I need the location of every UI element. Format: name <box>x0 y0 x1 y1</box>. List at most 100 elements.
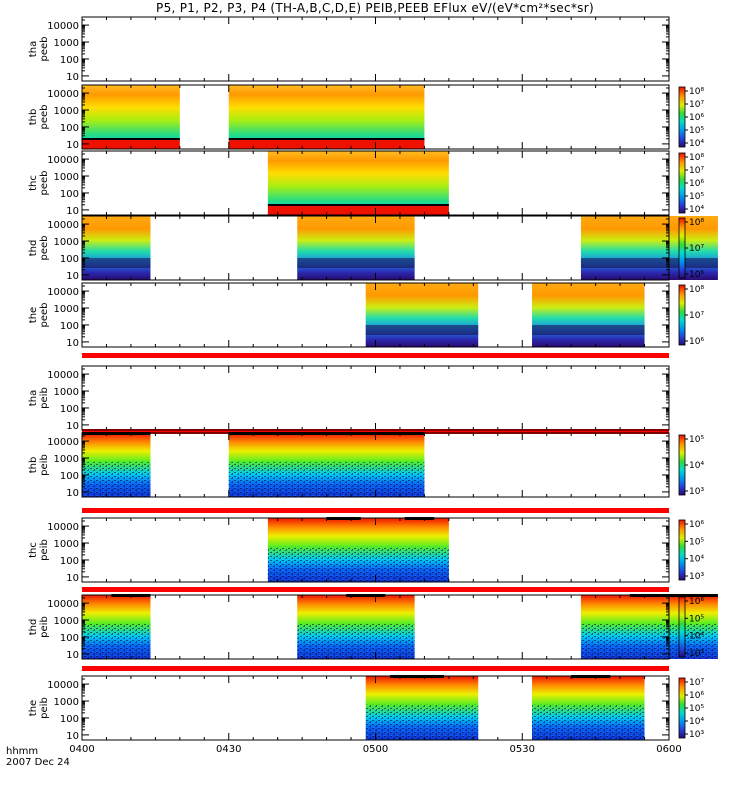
spectrogram-segment <box>297 216 415 280</box>
spectrogram-segment <box>580 216 718 280</box>
colorbar-label: 10⁴ <box>689 461 704 471</box>
y-tick-label: 100 <box>60 254 79 265</box>
panel-label-probe: thc <box>28 175 39 191</box>
y-tick-label: 100 <box>60 321 79 332</box>
separator-bar <box>82 508 669 513</box>
panel-thc-peeb: 10 100 1000 10000 thc peeb 10⁴ 10⁵ 10⁶ 10⁷ 10⁸ <box>28 150 704 217</box>
colorbar-label: 10⁷ <box>689 166 704 176</box>
y-tick-label: 1000 <box>54 454 79 465</box>
y-tick-label: 1000 <box>54 304 79 315</box>
y-tick-label: 1000 <box>54 106 79 117</box>
noise-overlay <box>532 704 645 740</box>
colorbar <box>678 519 686 581</box>
panel-label: the peib <box>28 697 50 719</box>
panel-frame <box>81 365 670 431</box>
y-tick-label: 10 <box>66 488 79 499</box>
panel-the-peib: 10 100 1000 10000 the peib 10³ 10⁴ 10⁵ 10⁶ 10⁷ <box>28 675 704 742</box>
colorbar <box>678 284 686 346</box>
panel-label-probe: tha <box>28 390 39 406</box>
colorbar-label: 10⁴ <box>689 139 704 149</box>
colorbar-label: 10⁶ <box>689 691 704 701</box>
colorbar-label: 10⁸ <box>689 87 704 97</box>
panel-label-product: peib <box>39 387 50 409</box>
colorbar-label: 10⁶ <box>689 270 704 280</box>
spectrogram-segment <box>532 283 645 347</box>
dark-band <box>580 258 718 268</box>
colorbar-label: 10⁵ <box>689 192 704 202</box>
noise-overlay <box>580 623 718 659</box>
colorbar <box>678 217 686 279</box>
panel-label: thd peib <box>28 616 50 638</box>
panel-label-product: peeb <box>39 303 50 328</box>
panel-label-product: peib <box>39 539 50 561</box>
y-tick-label: 10000 <box>47 522 79 533</box>
panel-label-probe: thc <box>28 542 39 558</box>
noise-overlay <box>297 623 415 659</box>
panel-label-product: peeb <box>39 171 50 196</box>
colorbar-label: 10⁴ <box>689 632 704 642</box>
y-tick-label: 1000 <box>54 38 79 49</box>
panel-thb-peib: 10 100 1000 10000 thb peib 10³ 10⁴ 10⁵ <box>28 432 704 499</box>
noise-overlay <box>267 546 376 582</box>
colorbar-label: 10⁷ <box>689 311 704 321</box>
panel-label: thb peeb <box>28 105 50 130</box>
y-tick-label: 100 <box>60 714 79 725</box>
coverage-bar <box>629 594 718 597</box>
y-tick-label: 100 <box>60 556 79 567</box>
y-tick-label: 100 <box>60 471 79 482</box>
colorbar-label: 10⁵ <box>689 614 704 624</box>
panel-tha-peeb: 10 100 1000 10000 tha peeb <box>28 16 670 83</box>
dark-band <box>82 258 151 268</box>
date-label: 2007 Dec 24 <box>6 757 70 768</box>
dark-band <box>297 258 415 268</box>
panel-label: thc peeb <box>28 171 50 196</box>
panel-label-probe: thd <box>28 240 39 257</box>
colorbar-label: 10⁴ <box>689 717 704 727</box>
noise-overlay <box>82 461 151 497</box>
panel-thc-peib: 10 100 1000 10000 thc peib 10³ 10⁴ 10⁵ 10⁶ <box>28 517 704 584</box>
spectrogram-segment <box>365 283 479 347</box>
panel-label-probe: thb <box>28 109 39 126</box>
low-energy-band <box>267 206 449 215</box>
colorbar-label: 10⁵ <box>689 435 704 445</box>
colorbar-label: 10³ <box>689 649 704 659</box>
y-tick-label: 10000 <box>47 437 79 448</box>
colorbar-label: 10⁴ <box>689 555 704 565</box>
colorbar-label: 10⁷ <box>689 244 704 254</box>
y-tick-label: 1000 <box>54 616 79 627</box>
colorbar-label: 10⁵ <box>689 704 704 714</box>
separator-bar <box>82 666 669 671</box>
panel-tha-peib: 10 100 1000 10000 tha peib <box>28 365 670 432</box>
x-tick-label: 0430 <box>216 744 241 755</box>
y-tick-label: 10000 <box>47 370 79 381</box>
panel-thb-peeb: 10 100 1000 10000 thb peeb 10⁴ 10⁵ 10⁶ 10⁷ 10⁸ <box>28 84 704 151</box>
noise-overlay <box>82 623 151 659</box>
x-axis-label: hhmm <box>6 746 39 757</box>
colorbar-label: 10⁶ <box>689 597 704 607</box>
colorbar-label: 10³ <box>689 730 704 740</box>
panel-label-product: peib <box>39 697 50 719</box>
colorbar-label: 10⁸ <box>689 218 704 228</box>
y-tick-label: 100 <box>60 633 79 644</box>
low-energy-band <box>82 140 180 149</box>
panel-label-probe: thb <box>28 457 39 474</box>
colorbar-label: 10⁶ <box>689 113 704 123</box>
panel-label: tha peeb <box>28 37 50 62</box>
panel-label-probe: the <box>28 307 39 323</box>
colorbar <box>678 86 686 148</box>
y-tick-label: 100 <box>60 404 79 415</box>
panel-label-probe: tha <box>28 41 39 57</box>
panel-label: thd peeb <box>28 236 50 261</box>
colorbar-label: 10⁶ <box>689 337 704 347</box>
colorbar <box>678 434 686 496</box>
colorbar-label: 10⁸ <box>689 153 704 163</box>
dark-band <box>365 325 479 335</box>
panel-thd-peeb: 10 100 1000 10000 thd peeb 10⁶ 10⁷ 10⁸ <box>28 215 718 282</box>
y-tick-label: 100 <box>60 55 79 66</box>
colorbar-label: 10⁷ <box>689 100 704 110</box>
y-tick-label: 10000 <box>47 155 79 166</box>
panel-label-product: peib <box>39 616 50 638</box>
separator-bar <box>82 587 669 592</box>
panel-label: thc peib <box>28 539 50 561</box>
